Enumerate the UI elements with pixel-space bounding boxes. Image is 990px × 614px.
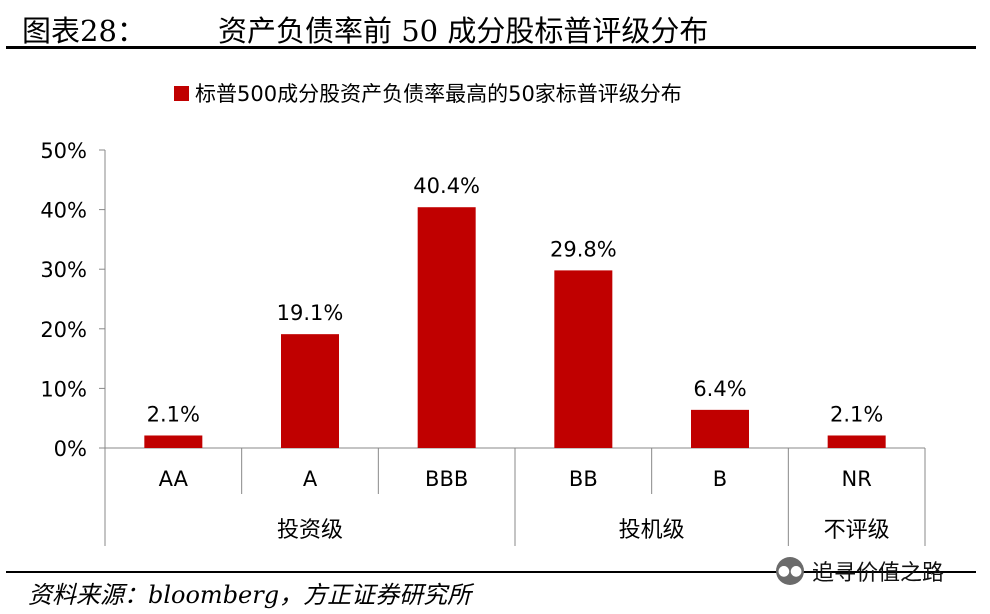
- category-label: BBB: [425, 467, 468, 491]
- category-label: NR: [842, 467, 872, 491]
- watermark-text: 追寻价值之路: [812, 561, 945, 586]
- data-label: 19.1%: [277, 301, 344, 325]
- bar-b: [691, 409, 749, 448]
- y-tick-label: 20%: [40, 318, 87, 342]
- bar-bb: [554, 270, 613, 448]
- group-label: 投资级: [277, 518, 343, 543]
- bar-nr: [827, 435, 886, 448]
- bar-aa: [144, 435, 203, 448]
- category-label: A: [303, 467, 318, 491]
- figure-label: 图表28：: [22, 14, 146, 48]
- y-tick-label: 50%: [40, 139, 87, 163]
- y-tick-label: 40%: [40, 199, 87, 223]
- source-note: 资料来源：bloomberg，方正证券研究所: [28, 581, 472, 609]
- figure-title: 资产负债率前 50 成分股标普评级分布: [218, 14, 709, 48]
- data-label: 29.8%: [550, 237, 617, 261]
- bar-bbb: [417, 207, 476, 448]
- group-label: 不评级: [824, 518, 890, 543]
- category-label: B: [713, 467, 727, 491]
- y-tick-label: 0%: [54, 437, 87, 461]
- category-label: BB: [569, 467, 598, 491]
- data-label: 6.4%: [693, 377, 746, 401]
- legend-label: 标普500成分股资产负债率最高的50家标普评级分布: [195, 82, 682, 106]
- data-label: 2.1%: [147, 402, 200, 426]
- wechat-icon: ●●: [776, 557, 804, 585]
- watermark: ●● 追寻价值之路: [776, 555, 944, 587]
- bottom-rule: [6, 571, 976, 573]
- y-tick-label: 10%: [40, 377, 87, 401]
- y-tick-label: 30%: [40, 258, 87, 282]
- chart-legend: 标普500成分股资产负债率最高的50家标普评级分布: [174, 78, 682, 108]
- figure-header: 图表28： 资产负债率前 50 成分股标普评级分布: [0, 0, 990, 52]
- bar-a: [281, 334, 339, 448]
- group-label: 投机级: [619, 518, 685, 543]
- legend-swatch: [174, 85, 189, 101]
- data-label: 2.1%: [830, 402, 883, 426]
- category-label: AA: [159, 467, 189, 491]
- data-label: 40.4%: [413, 174, 480, 198]
- top-rule: [6, 46, 976, 49]
